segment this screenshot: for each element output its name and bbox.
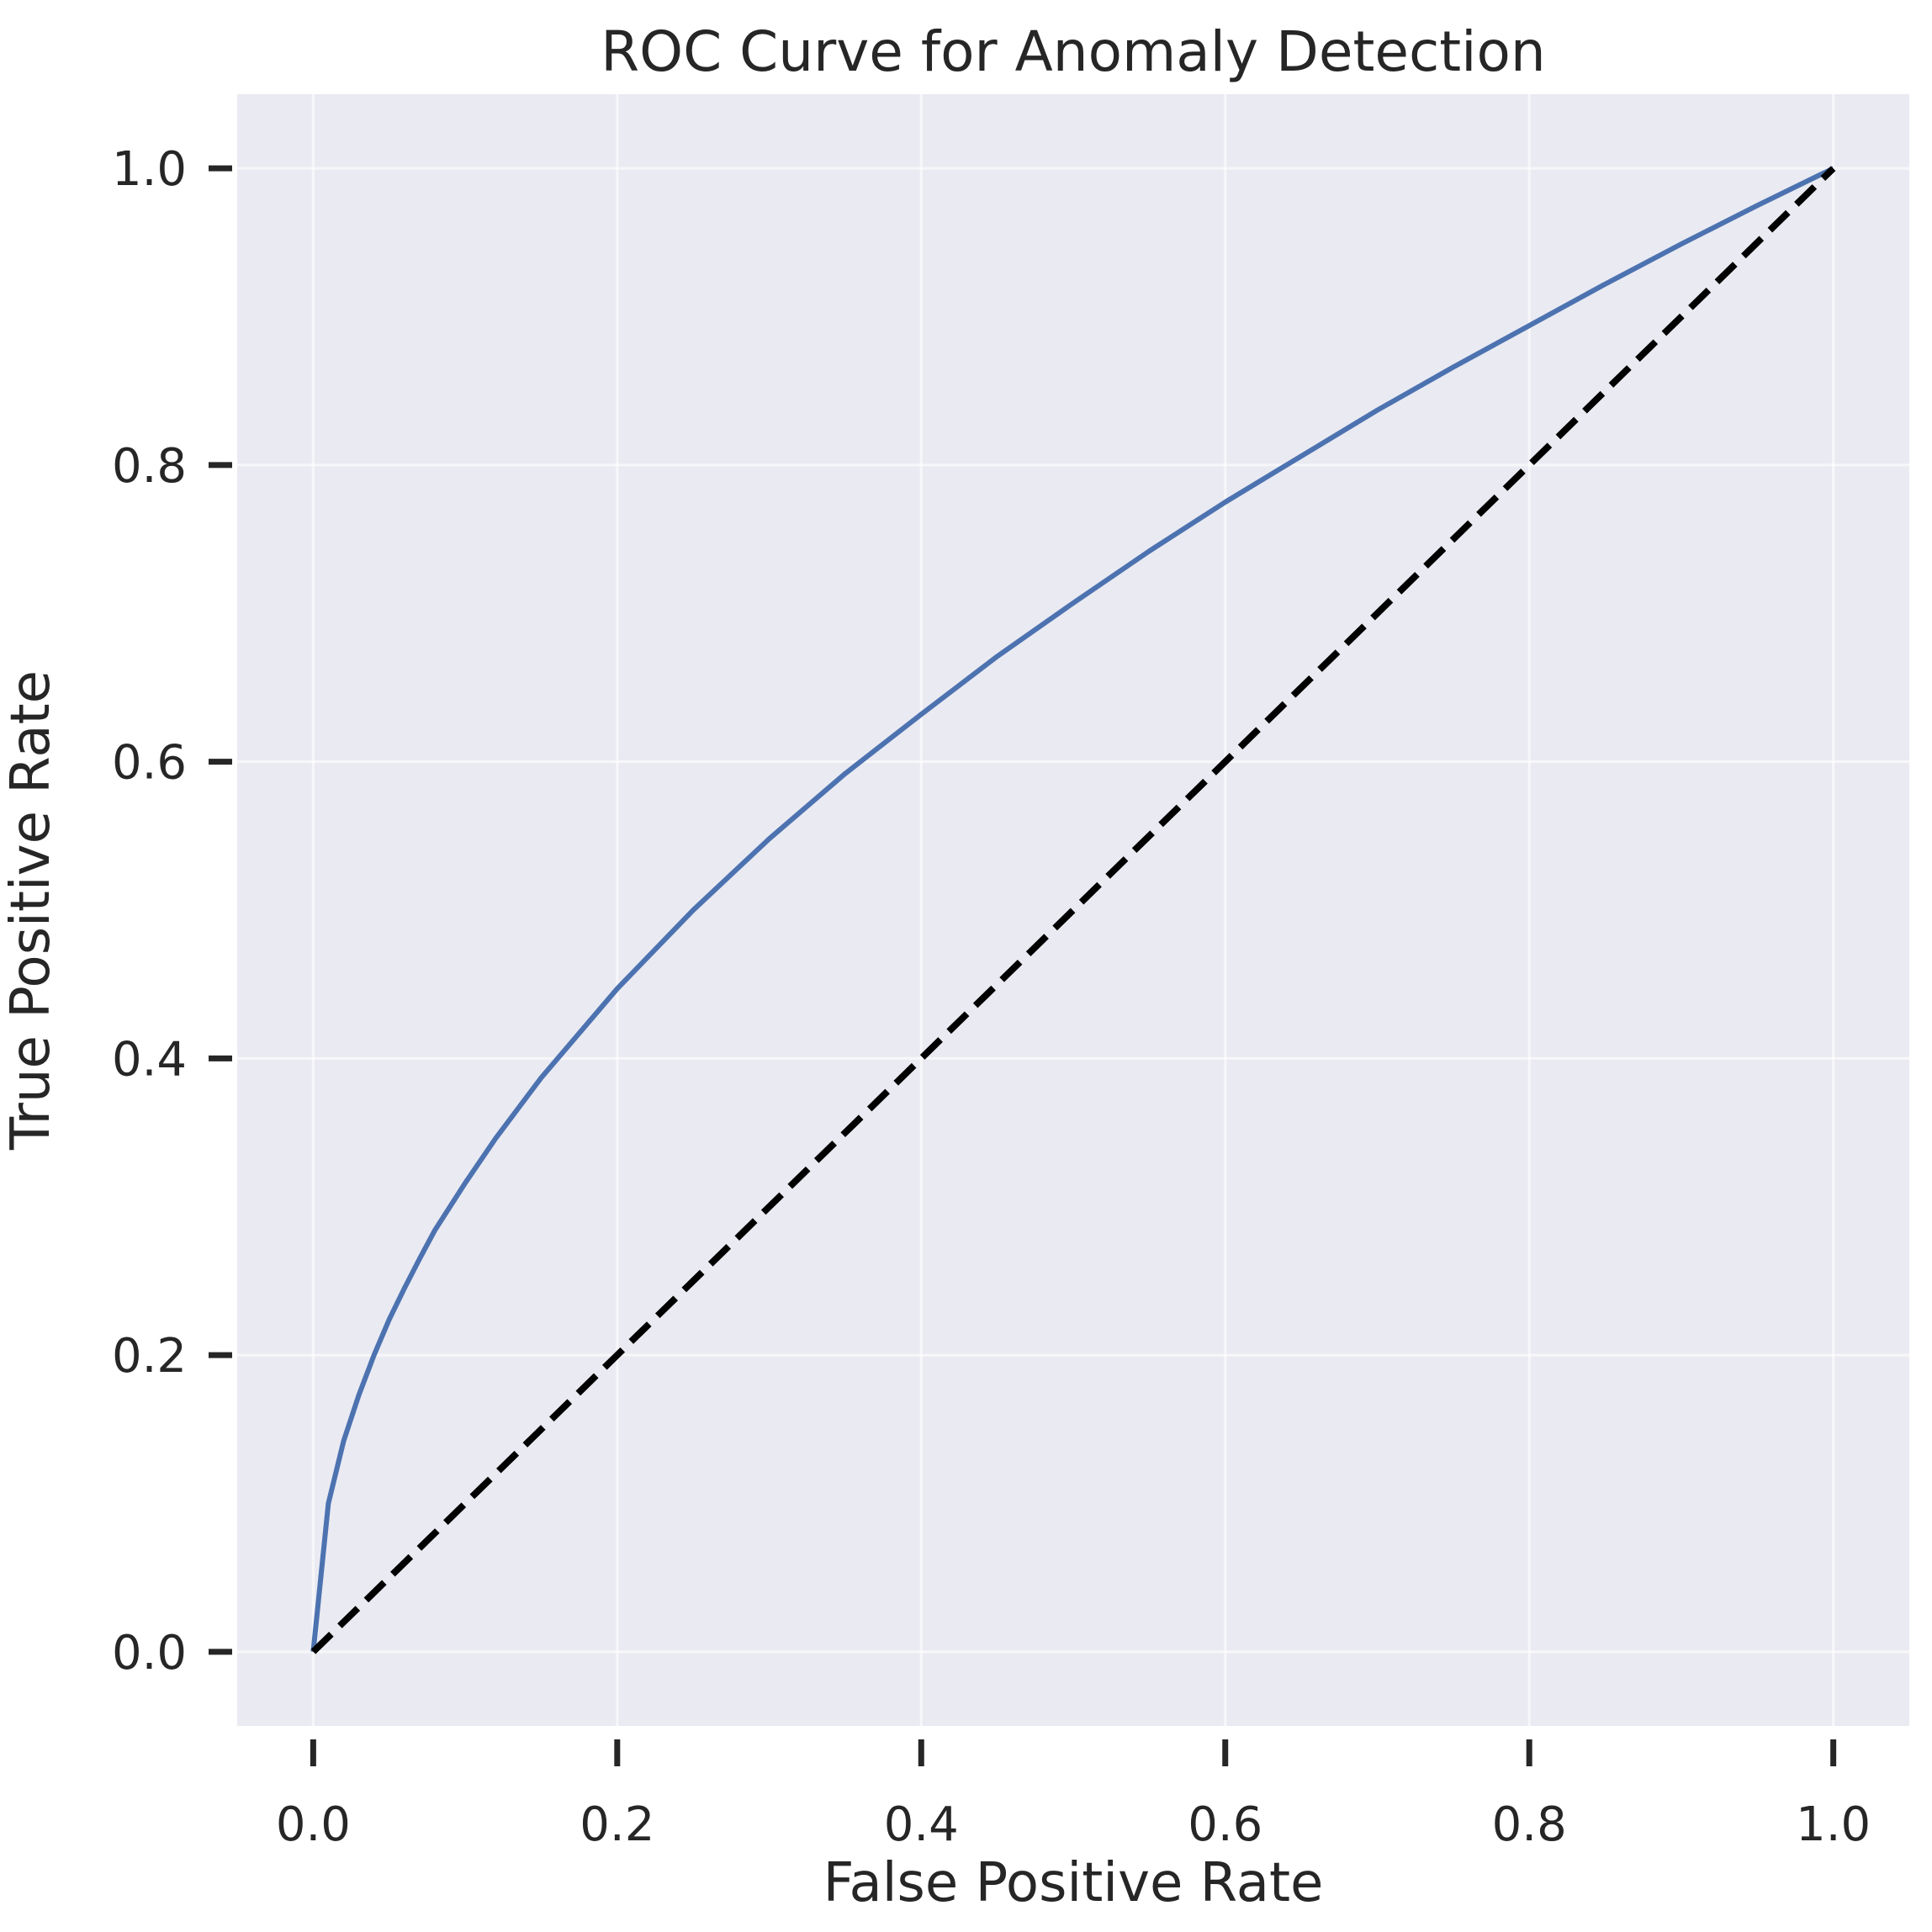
y-axis-label: True Positive Rate <box>0 670 62 1151</box>
y-tick-label-3: 0.6 <box>112 736 187 791</box>
x-tick-label-4: 0.8 <box>1492 1797 1567 1852</box>
y-tick-label-1: 0.2 <box>112 1329 187 1384</box>
y-tick-label-5: 1.0 <box>112 142 187 197</box>
x-tick-label-3: 0.6 <box>1188 1797 1262 1852</box>
y-tick-label-4: 0.8 <box>112 439 187 494</box>
roc-curve-line <box>310 166 1834 1653</box>
chart-title: ROC Curve for Anomaly Detection <box>601 19 1545 84</box>
x-axis-label: False Positive Rate <box>823 1852 1324 1914</box>
chance-line <box>310 166 1836 1654</box>
series-layer <box>310 166 1836 1654</box>
y-tick-label-2: 0.4 <box>112 1032 187 1087</box>
y-tick-label-0: 0.0 <box>112 1626 187 1681</box>
tick-layer: 0.0 0.2 0.4 0.6 0.8 1.0 0.0 0.2 0.4 0.6 0.8 1.0 <box>112 142 1871 1852</box>
grid-lines <box>237 94 1909 1726</box>
x-tick-label-0: 0.0 <box>276 1797 351 1852</box>
x-tick-label-1: 0.2 <box>580 1797 654 1852</box>
x-tick-label-5: 1.0 <box>1796 1797 1871 1852</box>
x-tick-label-2: 0.4 <box>884 1797 959 1852</box>
